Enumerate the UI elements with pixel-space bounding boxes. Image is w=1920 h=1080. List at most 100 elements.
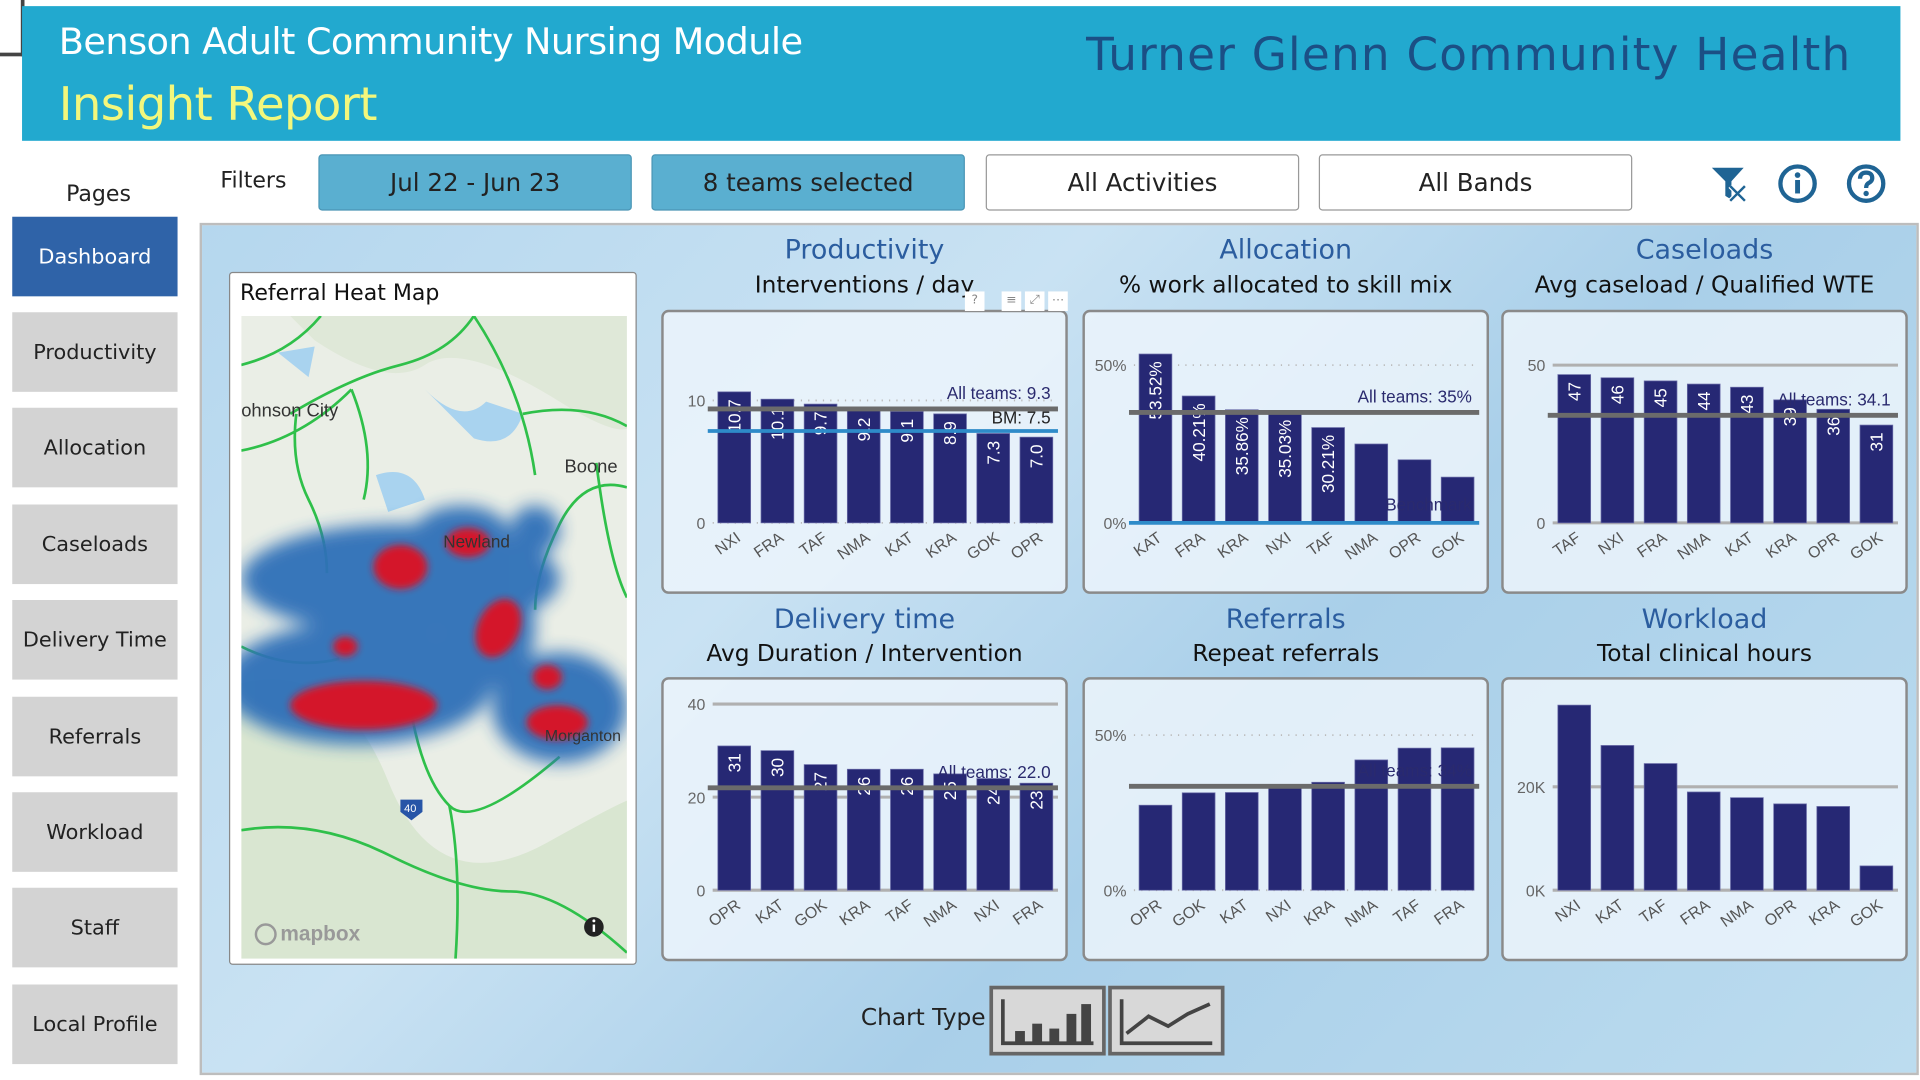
workload-bar-chart: 0K 20K NXI KAT TAF FRA NMA OPR KRA GOK	[1517, 704, 1898, 931]
bar-fra	[760, 398, 795, 524]
bar-nma	[933, 773, 967, 891]
x-category-label: TAF	[1637, 897, 1671, 928]
referrals-chart[interactable]: 0% 50% OPR GOK KAT NXI KRA NMA TAF FRA All teams: …	[1082, 677, 1489, 962]
visual-header-toolbar: ? ≡ ⤢ ⋯	[964, 291, 1068, 312]
bar-opr	[1138, 804, 1173, 891]
x-category-label: OPR	[706, 897, 744, 931]
visual-filter-icon[interactable]: ≡	[1001, 291, 1022, 312]
nav-workload[interactable]: Workload	[12, 792, 178, 872]
nav-productivity[interactable]: Productivity	[12, 312, 178, 392]
workload-chart-title: Workload	[1641, 604, 1768, 636]
x-category-label: FRA	[1431, 896, 1467, 928]
bar-nma	[1730, 797, 1764, 891]
bands-filter[interactable]: All Bands	[1318, 154, 1633, 211]
filters-label: Filters	[220, 167, 287, 194]
teams-filter[interactable]: 8 teams selected	[651, 154, 965, 211]
data-label: 31	[1867, 432, 1887, 451]
help-icon[interactable]	[1845, 163, 1887, 205]
map-label: Boone	[564, 456, 617, 477]
bar-nxi	[976, 778, 1010, 891]
allocation-chart[interactable]: 0% 50% 53.52% KAT 40.21% FRA 35.86% KRA 35.03% NX…	[1082, 309, 1489, 594]
report-subtitle: Insight Report	[58, 77, 378, 132]
clear-filter-icon[interactable]	[1708, 163, 1750, 205]
nav-local-profile[interactable]: Local Profile	[12, 984, 178, 1065]
focus-mode-icon[interactable]: ⤢	[1024, 291, 1045, 312]
y-tick-label: 0K	[1526, 883, 1546, 900]
delivery-time-chart-subtitle: Avg Duration / Intervention	[706, 640, 1023, 668]
nav-caseloads[interactable]: Caseloads	[12, 504, 178, 585]
nav-staff[interactable]: Staff	[12, 887, 178, 968]
bar-chart-button[interactable]	[989, 985, 1106, 1056]
reference-line-label: Benchmark	[1385, 495, 1472, 515]
data-label: 36	[1823, 417, 1843, 436]
x-category-label: OPR	[1386, 529, 1424, 563]
x-category-label: TAF	[1304, 529, 1338, 560]
delivery-time-chart[interactable]: 0204031OPR30KAT27GOK26KRA26TAF25NMA24NXI…	[661, 677, 1068, 962]
bar-nxi	[1268, 787, 1302, 891]
y-tick-label: 50%	[1095, 728, 1127, 745]
bar-nxi	[1557, 704, 1592, 891]
y-tick-label: 40	[688, 697, 706, 714]
data-label: 8.9	[940, 421, 960, 445]
x-category-label: OPR	[1008, 529, 1046, 563]
x-category-label: KAT	[1131, 529, 1165, 560]
activities-filter[interactable]: All Activities	[985, 154, 1300, 211]
caseloads-chart-title: Caseloads	[1635, 235, 1774, 266]
x-category-label: KAT	[1217, 897, 1251, 928]
data-label: 35.03%	[1275, 420, 1295, 478]
workload-chart[interactable]: 0K 20K NXI KAT TAF FRA NMA OPR KRA GOK	[1501, 677, 1908, 962]
x-category-label: OPR	[1805, 529, 1843, 563]
bar-opr	[1773, 803, 1807, 891]
info-icon[interactable]	[1777, 163, 1819, 205]
data-label: 30	[768, 758, 788, 777]
x-category-label: KRA	[923, 529, 960, 562]
nav-dashboard[interactable]: Dashboard	[12, 216, 178, 297]
y-tick-label: 20	[688, 790, 706, 807]
nav-delivery-time[interactable]: Delivery Time	[12, 600, 178, 680]
workload-chart-subtitle: Total clinical hours	[1596, 640, 1812, 668]
bar-taf	[1397, 747, 1432, 891]
referrals-bar-chart: 0% 50% OPR GOK KAT NXI KRA NMA TAF FRA All teams: …	[1095, 728, 1480, 931]
bar-nma	[1354, 759, 1389, 891]
x-category-label: KRA	[1763, 529, 1800, 562]
bar-nma	[846, 409, 881, 524]
bar-taf	[1557, 374, 1592, 524]
date-range-filter[interactable]: Jul 22 - Jun 23	[318, 154, 632, 211]
bar-gok	[1859, 865, 1894, 891]
reference-line-label: All teams: 34.1	[1777, 389, 1890, 409]
caseloads-bar-chart: 05047TAF46NXI45FRA44NMA43KAT39KRA36OPR31…	[1528, 358, 1898, 564]
data-label: 25	[940, 781, 960, 800]
y-tick-label: 10	[688, 394, 706, 411]
x-category-label: TAF	[797, 529, 831, 560]
data-label: 44	[1694, 391, 1714, 411]
y-tick-label: 0%	[1104, 883, 1127, 900]
bar-gok	[1181, 792, 1216, 891]
map-view[interactable]: ohnson City Boone Newland Morganton 40 m…	[241, 315, 627, 959]
bar-fra	[1181, 395, 1216, 524]
line-chart-button[interactable]	[1108, 985, 1225, 1056]
bar-kra	[1311, 781, 1345, 891]
x-category-label: FRA	[1172, 529, 1208, 561]
x-category-label: NXI	[1552, 897, 1583, 926]
bar-kra	[1225, 409, 1259, 524]
nav-allocation[interactable]: Allocation	[12, 407, 178, 488]
x-category-label: NXI	[712, 529, 743, 558]
window-corner	[0, 0, 25, 57]
data-label: 31	[724, 753, 744, 772]
nav-referrals[interactable]: Referrals	[12, 696, 178, 777]
productivity-bar-chart: 01010.7NXI10.1FRA9.7TAF9.2NMA9.1KAT8.9KR…	[688, 383, 1058, 564]
x-category-label: GOK	[791, 896, 830, 930]
productivity-chart[interactable]: 01010.7NXI10.1FRA9.7TAF9.2NMA9.1KAT8.9KR…	[661, 309, 1068, 594]
allocation-bar-chart: 0% 50% 53.52% KAT 40.21% FRA 35.86% KRA 35.03% NX…	[1095, 353, 1480, 564]
allocation-chart-title: Allocation	[1219, 235, 1353, 266]
bar-chart-icon	[1001, 999, 1094, 1046]
more-options-icon[interactable]: ⋯	[1048, 291, 1068, 312]
x-category-label: FRA	[1010, 896, 1046, 928]
visual-help-icon[interactable]: ?	[964, 291, 985, 312]
x-category-label: GOK	[1847, 896, 1886, 930]
bar-gok	[976, 433, 1010, 524]
reference-line-label: All teams: 35%	[1358, 387, 1472, 407]
y-tick-label: 50	[1528, 358, 1546, 375]
caseloads-chart[interactable]: 05047TAF46NXI45FRA44NMA43KAT39KRA36OPR31…	[1501, 309, 1908, 594]
data-label: 53.52%	[1146, 361, 1166, 419]
